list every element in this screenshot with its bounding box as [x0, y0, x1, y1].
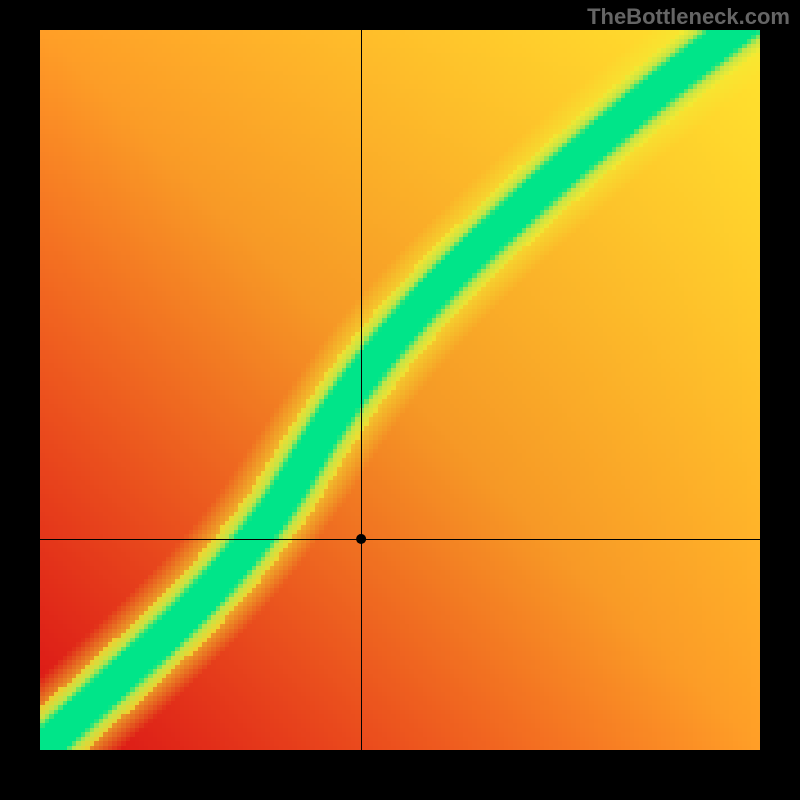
chart-frame: TheBottleneck.com: [0, 0, 800, 800]
heatmap-canvas: [40, 30, 760, 750]
watermark-text: TheBottleneck.com: [587, 4, 790, 30]
plot-area: [40, 30, 760, 750]
